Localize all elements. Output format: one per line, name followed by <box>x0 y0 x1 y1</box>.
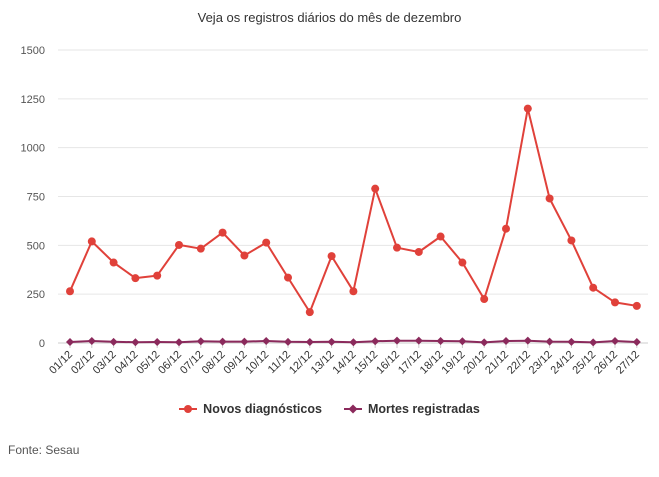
x-tick-label: 07/12 <box>178 349 206 377</box>
data-point-series-1 <box>240 337 249 346</box>
legend-item-series-1[interactable]: Mortes registradas <box>343 402 480 416</box>
data-point-series-1 <box>436 337 445 346</box>
data-point-series-1 <box>458 337 467 346</box>
data-point-series-0 <box>567 236 576 245</box>
data-point-series-0 <box>196 244 205 253</box>
data-point-series-0 <box>589 283 598 292</box>
x-tick-label: 21/12 <box>483 349 511 377</box>
data-point-series-0 <box>523 104 532 113</box>
x-tick-label: 01/12 <box>47 349 75 377</box>
data-point-series-1 <box>175 338 183 347</box>
data-point-series-1 <box>284 337 292 346</box>
x-tick-label: 20/12 <box>461 349 489 377</box>
x-tick-label: 14/12 <box>331 349 359 377</box>
legend-label-series-1: Mortes registradas <box>367 402 480 416</box>
x-tick-label: 08/12 <box>200 349 228 377</box>
x-tick-label: 02/12 <box>69 349 97 377</box>
x-tick-label: 25/12 <box>570 349 598 377</box>
data-point-series-1 <box>153 338 162 347</box>
data-point-series-1 <box>131 338 140 347</box>
data-point-series-1 <box>523 336 532 345</box>
x-tick-label: 24/12 <box>549 349 577 377</box>
data-point-series-0 <box>153 271 162 280</box>
line-chart: 0 250 500 750 1000 1250 1500 01/1202/1203/1204/… <box>21 45 648 377</box>
y-tick-label: 750 <box>27 192 45 204</box>
x-tick-label: 10/12 <box>243 349 271 377</box>
data-point-series-0 <box>175 240 183 249</box>
x-tick-label: 11/12 <box>266 349 293 376</box>
x-tick-label: 19/12 <box>440 349 468 377</box>
y-tick-label: 1000 <box>21 143 45 155</box>
source-note: Fonte: Sesau <box>8 443 80 457</box>
data-point-series-1 <box>262 337 271 346</box>
data-point-series-0 <box>436 232 445 241</box>
data-point-series-1 <box>567 337 576 346</box>
x-tick-label: 13/12 <box>309 349 337 377</box>
x-tick-label: 27/12 <box>614 349 642 377</box>
legend-item-series-0[interactable]: Novos diagnósticos <box>179 402 322 416</box>
data-point-series-1 <box>66 338 74 347</box>
data-point-series-1 <box>414 336 423 345</box>
x-tick-label: 06/12 <box>156 349 184 377</box>
data-point-series-0 <box>502 224 510 233</box>
legend-label-series-0: Novos diagnósticos <box>203 402 322 416</box>
y-tick-label: 1250 <box>21 94 45 106</box>
data-point-series-0 <box>240 251 249 260</box>
x-tick-label: 23/12 <box>527 349 555 377</box>
data-point-series-0 <box>632 301 641 310</box>
series-line-0 <box>69 107 637 314</box>
data-point-series-1 <box>632 338 641 347</box>
data-point-series-1 <box>305 338 314 347</box>
data-point-series-0 <box>414 247 423 256</box>
data-point-series-0 <box>611 298 619 307</box>
x-tick-label: 15/12 <box>352 349 380 377</box>
data-point-series-0 <box>371 184 380 193</box>
data-point-series-0 <box>66 287 74 296</box>
data-point-series-0 <box>305 308 314 317</box>
x-tick-label: 22/12 <box>505 349 533 377</box>
legend-circle-icon <box>179 405 198 413</box>
y-tick-label: 0 <box>39 338 45 350</box>
data-point-series-1 <box>502 337 510 346</box>
data-point-series-0 <box>327 252 336 261</box>
y-tick-label: 500 <box>27 240 45 252</box>
data-point-series-1 <box>545 337 554 346</box>
x-tick-label: 09/12 <box>222 349 250 377</box>
data-point-series-1 <box>393 336 401 345</box>
data-point-series-0 <box>284 273 292 282</box>
data-point-series-1 <box>109 337 118 346</box>
data-point-series-1 <box>196 337 205 346</box>
data-point-series-0 <box>87 237 96 246</box>
data-point-series-0 <box>109 258 118 267</box>
data-point-series-1 <box>349 338 358 347</box>
x-tick-label: 12/12 <box>287 349 315 377</box>
data-point-series-1 <box>611 337 619 346</box>
x-tick-label: 04/12 <box>113 349 141 377</box>
x-tick-label: 18/12 <box>418 349 446 377</box>
x-tick-label: 03/12 <box>91 349 119 377</box>
data-point-series-0 <box>131 274 140 283</box>
y-tick-label: 1500 <box>21 45 45 57</box>
data-point-series-0 <box>262 238 271 247</box>
data-point-series-1 <box>87 337 96 346</box>
x-tick-label: 05/12 <box>134 349 162 377</box>
data-point-series-1 <box>589 338 598 347</box>
chart-title: Veja os registros diários do mês de deze… <box>197 10 462 25</box>
data-point-series-1 <box>480 338 489 347</box>
data-point-series-0 <box>349 287 358 296</box>
data-point-series-1 <box>218 337 227 346</box>
data-point-series-1 <box>371 337 380 346</box>
data-point-series-0 <box>480 295 489 304</box>
legend-diamond-icon <box>343 404 362 414</box>
data-point-series-1 <box>327 337 336 346</box>
data-point-series-0 <box>218 228 227 237</box>
chart-legend: Novos diagnósticos Mortes registradas <box>0 402 659 416</box>
x-tick-label: 17/12 <box>396 349 424 377</box>
y-tick-label: 250 <box>27 289 45 301</box>
data-point-series-0 <box>393 243 401 252</box>
data-point-series-0 <box>545 194 554 203</box>
x-tick-label: 16/12 <box>374 349 402 377</box>
x-tick-label: 26/12 <box>592 349 620 377</box>
data-point-series-0 <box>458 258 467 267</box>
